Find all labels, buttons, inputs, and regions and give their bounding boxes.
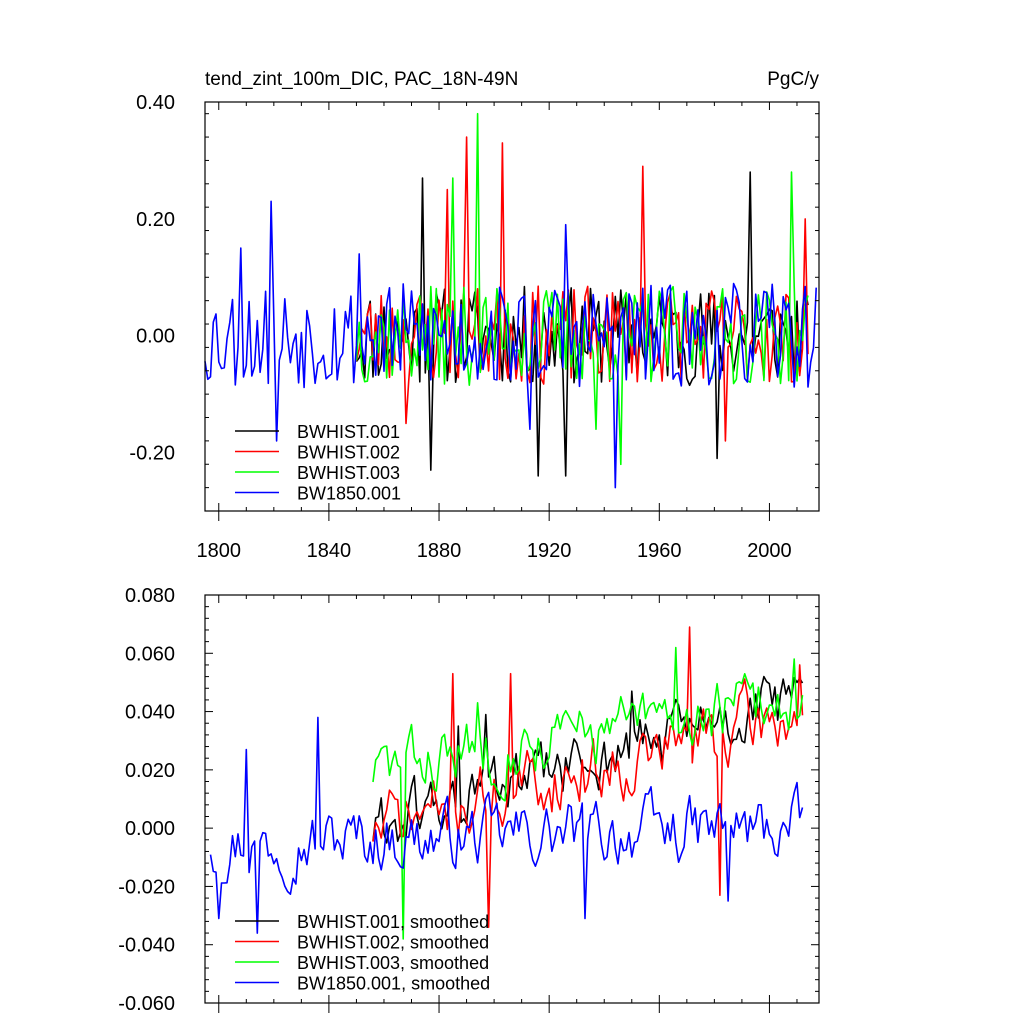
legend-label: BWHIST.002 <box>297 443 400 463</box>
y-tick-label: 0.40 <box>136 92 175 114</box>
legend-label: BW1850.001, smoothed <box>297 974 490 994</box>
top-series-group <box>204 112 817 489</box>
bottom-axes: 0.080 0.060 0.040 0.020 0.000 -0.020 -0.040 -0.… <box>118 585 820 1015</box>
plot-frame <box>204 594 820 1004</box>
x-tick-label: 1840 <box>307 540 352 562</box>
y-tick-label: -0.040 <box>118 935 175 957</box>
series-line-bottom-2 <box>372 646 804 940</box>
x-tick-label: 1960 <box>637 540 682 562</box>
y-tick-label: 0.00 <box>136 326 175 348</box>
top-panel-title: tend_zint_100m_DIC, PAC_18N-49N <box>205 69 518 90</box>
plot-frame <box>204 101 820 512</box>
legend-label: BWHIST.001 <box>297 422 400 442</box>
top-panel-units: PgC/y <box>767 69 819 90</box>
series-line-top-3 <box>204 200 817 489</box>
bottom-series-group <box>209 626 804 940</box>
y-tick-label: 0.020 <box>125 760 175 782</box>
y-tick-label: 0.080 <box>125 585 175 607</box>
legend-label: BWHIST.003, smoothed <box>297 953 489 973</box>
top-panel: tend_zint_100m_DIC, PAC_18N-49N PgC/y 0.… <box>129 69 820 562</box>
y-tick-label: 0.060 <box>125 643 175 665</box>
series-line-top-2 <box>355 112 809 466</box>
y-tick-label: 0.20 <box>136 209 175 231</box>
top-axes: 0.40 0.20 0.00 -0.20 1800 1840 1880 1920 1960 200… <box>129 92 820 562</box>
x-tick-label: 2000 <box>747 540 792 562</box>
bottom-panel: 0.080 0.060 0.040 0.020 0.000 -0.020 -0.040 -0.… <box>118 585 820 1015</box>
y-tick-label: -0.020 <box>118 876 175 898</box>
y-tick-label: -0.20 <box>129 443 175 465</box>
y-tick-label: -0.060 <box>118 993 175 1015</box>
x-tick-label: 1800 <box>197 540 242 562</box>
y-tick-label: 0.000 <box>125 818 175 840</box>
x-tick-label: 1920 <box>527 540 572 562</box>
x-tick-label: 1880 <box>417 540 462 562</box>
y-tick-label: 0.040 <box>125 702 175 724</box>
series-line-bottom-3 <box>209 716 804 934</box>
legend-label: BWHIST.001, smoothed <box>297 912 489 932</box>
legend-label: BWHIST.002, smoothed <box>297 933 489 953</box>
legend-label: BW1850.001 <box>297 484 401 504</box>
legend-label: BWHIST.003 <box>297 463 400 483</box>
